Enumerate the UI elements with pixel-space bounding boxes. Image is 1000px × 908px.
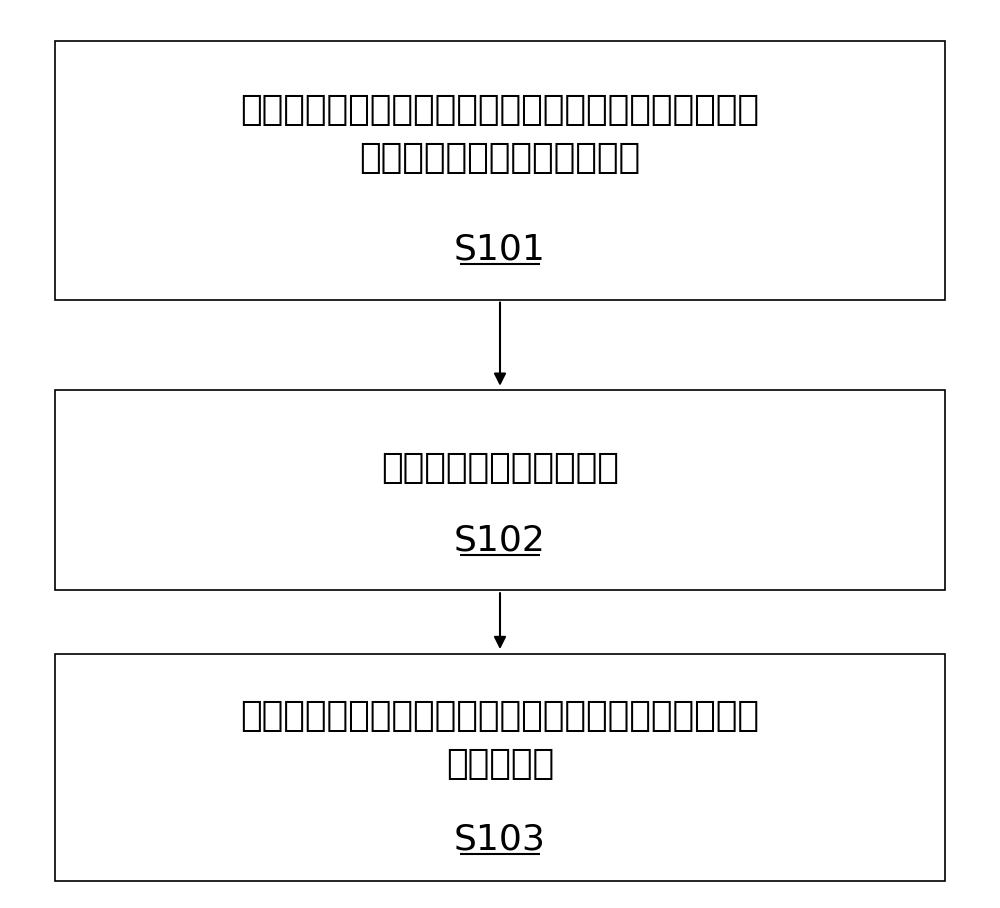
FancyBboxPatch shape — [55, 390, 945, 590]
Text: S103: S103 — [454, 823, 546, 857]
Text: 主电机采用位置控制模式，所述主电机的位置环、速度
环和电流环进行三环闭合控制: 主电机采用位置控制模式，所述主电机的位置环、速度 环和电流环进行三环闭合控制 — [240, 94, 760, 174]
Text: 从电机采用转矩控制模式: 从电机采用转矩控制模式 — [381, 450, 619, 485]
Text: 所述主电机的速度环的输出作为所述从电机的电流环的
电流给定量: 所述主电机的速度环的输出作为所述从电机的电流环的 电流给定量 — [240, 699, 760, 781]
FancyBboxPatch shape — [55, 654, 945, 881]
Text: S101: S101 — [454, 232, 546, 267]
Text: S102: S102 — [454, 523, 546, 558]
FancyBboxPatch shape — [55, 41, 945, 300]
